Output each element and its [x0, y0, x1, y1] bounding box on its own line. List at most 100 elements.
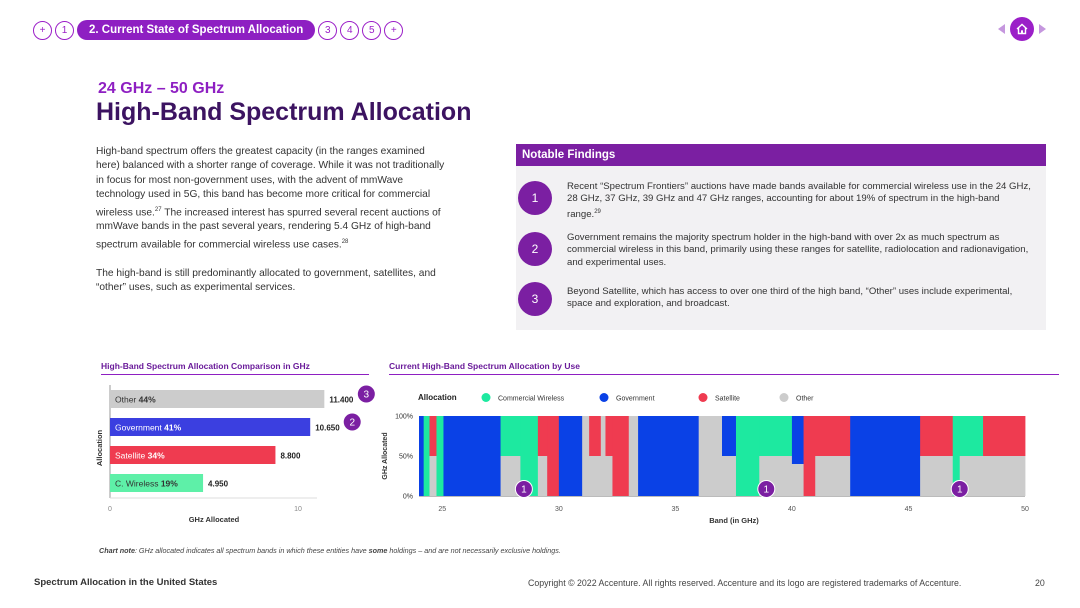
- callout-number: 1: [521, 485, 527, 496]
- x-tick-label: 0: [108, 506, 112, 513]
- legend-swatch-commercial: [481, 393, 491, 402]
- callout-badge: [514, 480, 533, 498]
- chart-note: Chart note: GHz allocated indicates all …: [99, 546, 561, 555]
- home-icon: [1016, 23, 1028, 35]
- allocation-comparison-chart: Allocation Other 44% 11.400 3 Government 41%…: [95, 385, 375, 524]
- spectrum-segment-commercial: [959, 416, 984, 456]
- spectrum-segment-government: [722, 416, 737, 456]
- spectrum-segment-satellite: [815, 416, 851, 456]
- spectrum-segment-satellite: [983, 416, 1026, 456]
- x-tick-label: 35: [671, 506, 679, 513]
- intro-paragraph-2: The high-band is still predominantly all…: [96, 267, 436, 294]
- bar-percent-label: 19%: [161, 479, 178, 489]
- spectrum-segment-satellite: [589, 416, 602, 456]
- x-tick-label: 50: [1021, 506, 1029, 513]
- legend-swatch-government: [599, 393, 609, 402]
- bar-percent-label: 41%: [164, 423, 181, 433]
- spectrum-segment-other: [722, 456, 737, 496]
- spectrum-segment-other: [582, 416, 590, 496]
- finding-number: 1: [518, 181, 552, 215]
- legend-swatch-satellite: [698, 393, 708, 402]
- bar-c-wireless: [110, 474, 204, 492]
- spectrum-segment-government: [791, 416, 804, 464]
- next-page-icon[interactable]: [1039, 24, 1046, 34]
- x-tick-label: 45: [905, 506, 913, 513]
- footer-doc-title: Spectrum Allocation in the United States: [34, 577, 218, 588]
- spectrum-segment-commercial: [520, 416, 539, 496]
- spectrum-segment-other: [600, 416, 606, 496]
- finding-number: 2: [518, 232, 552, 266]
- spectrum-segment-other: [698, 416, 723, 496]
- bar-percent-label: 44%: [139, 395, 156, 405]
- finding-text: Beyond Satellite, which has access to ov…: [567, 286, 1013, 310]
- nav-next-section[interactable]: +: [384, 20, 404, 40]
- spectrum-segment-commercial: [735, 416, 760, 496]
- findings-heading: Notable Findings: [516, 144, 1046, 166]
- bar-category-label: Satellite 34%: [115, 451, 165, 461]
- bar-value-label: 4.950: [208, 480, 229, 489]
- finding-number: 3: [518, 282, 552, 316]
- allocation-by-use-chart: Allocation Commercial Wireless Government S…: [382, 393, 1029, 525]
- spectrum-segment-satellite: [547, 416, 560, 496]
- spectrum-segment-satellite: [803, 416, 816, 496]
- bar-government: [110, 418, 311, 436]
- prev-page-icon[interactable]: [998, 24, 1005, 34]
- nav-section-1[interactable]: 1: [55, 20, 74, 40]
- spectrum-segment-other: [589, 456, 602, 496]
- section-nav: + 1 2. Current State of Spectrum Allocat…: [33, 20, 404, 40]
- spectrum-segment-other: [920, 456, 954, 496]
- bar-value-label: 8.800: [280, 452, 301, 461]
- spectrum-segment-government: [448, 416, 501, 496]
- bar-category-label: Other 44%: [115, 395, 156, 405]
- spectrum-segment-other: [537, 456, 548, 496]
- spectrum-segment-other: [791, 464, 804, 496]
- legend-label-commercial: Commercial Wireless: [498, 396, 565, 403]
- home-button[interactable]: [1010, 17, 1034, 41]
- spectrum-segment-satellite: [605, 416, 613, 456]
- x-tick-label: 40: [788, 506, 796, 513]
- x-tick-label: 10: [294, 506, 302, 513]
- spectrum-segment-government: [850, 416, 921, 496]
- y-axis-label: GHz Allocated: [382, 432, 389, 479]
- spectrum-segment-satellite: [537, 416, 548, 456]
- bar-percent-label: 34%: [148, 451, 165, 461]
- y-tick-label: 100%: [395, 414, 413, 421]
- callout-number: 2: [349, 418, 355, 429]
- spectrum-segment-commercial: [436, 416, 444, 496]
- spectrum-segment-other: [628, 416, 639, 496]
- intro-text: High-band spectrum offers the greatest c…: [96, 145, 446, 309]
- callout-number: 1: [957, 485, 963, 496]
- nav-section-3[interactable]: 3: [318, 20, 338, 40]
- spectrum-segment-government: [419, 416, 425, 496]
- spectrum-segment-government: [638, 416, 700, 496]
- nav-section-2-active[interactable]: 2. Current State of Spectrum Allocation: [77, 20, 316, 40]
- x-axis-label: Band (in GHz): [709, 516, 759, 525]
- bar-value-label: 11.400: [329, 396, 354, 405]
- nav-section-5[interactable]: 5: [362, 20, 382, 40]
- nav-prev-section[interactable]: +: [33, 20, 52, 40]
- left-chart-rule: [101, 374, 369, 375]
- legend-label-satellite: Satellite: [715, 396, 740, 403]
- callout-badge: [757, 480, 776, 498]
- page-subtitle: 24 GHz – 50 GHz: [98, 80, 225, 97]
- finding-text: Government remains the majority spectrum…: [567, 232, 1029, 268]
- legend-swatch-other: [779, 393, 789, 402]
- bar-category-label: Government 41%: [115, 423, 182, 433]
- spectrum-segment-other: [429, 456, 437, 496]
- callout-badge: [950, 480, 969, 498]
- spectrum-segment-government: [443, 416, 449, 496]
- finding-text: Recent “Spectrum Frontiers” auctions hav…: [567, 181, 1031, 220]
- page-title: High-Band Spectrum Allocation: [96, 98, 472, 126]
- page-number: 20: [1035, 578, 1045, 588]
- right-chart-rule: [389, 374, 1059, 375]
- callout-badge: [343, 413, 361, 431]
- x-tick-label: 30: [555, 506, 563, 513]
- spectrum-segment-other: [983, 456, 1026, 496]
- nav-section-4[interactable]: 4: [340, 20, 360, 40]
- spectrum-segment-other: [815, 456, 851, 496]
- x-axis-label: GHz Allocated: [189, 515, 240, 524]
- bar-satellite: [110, 446, 276, 464]
- spectrum-segment-other: [605, 456, 613, 496]
- x-tick-label: 25: [438, 506, 446, 513]
- spectrum-segment-satellite: [429, 416, 437, 456]
